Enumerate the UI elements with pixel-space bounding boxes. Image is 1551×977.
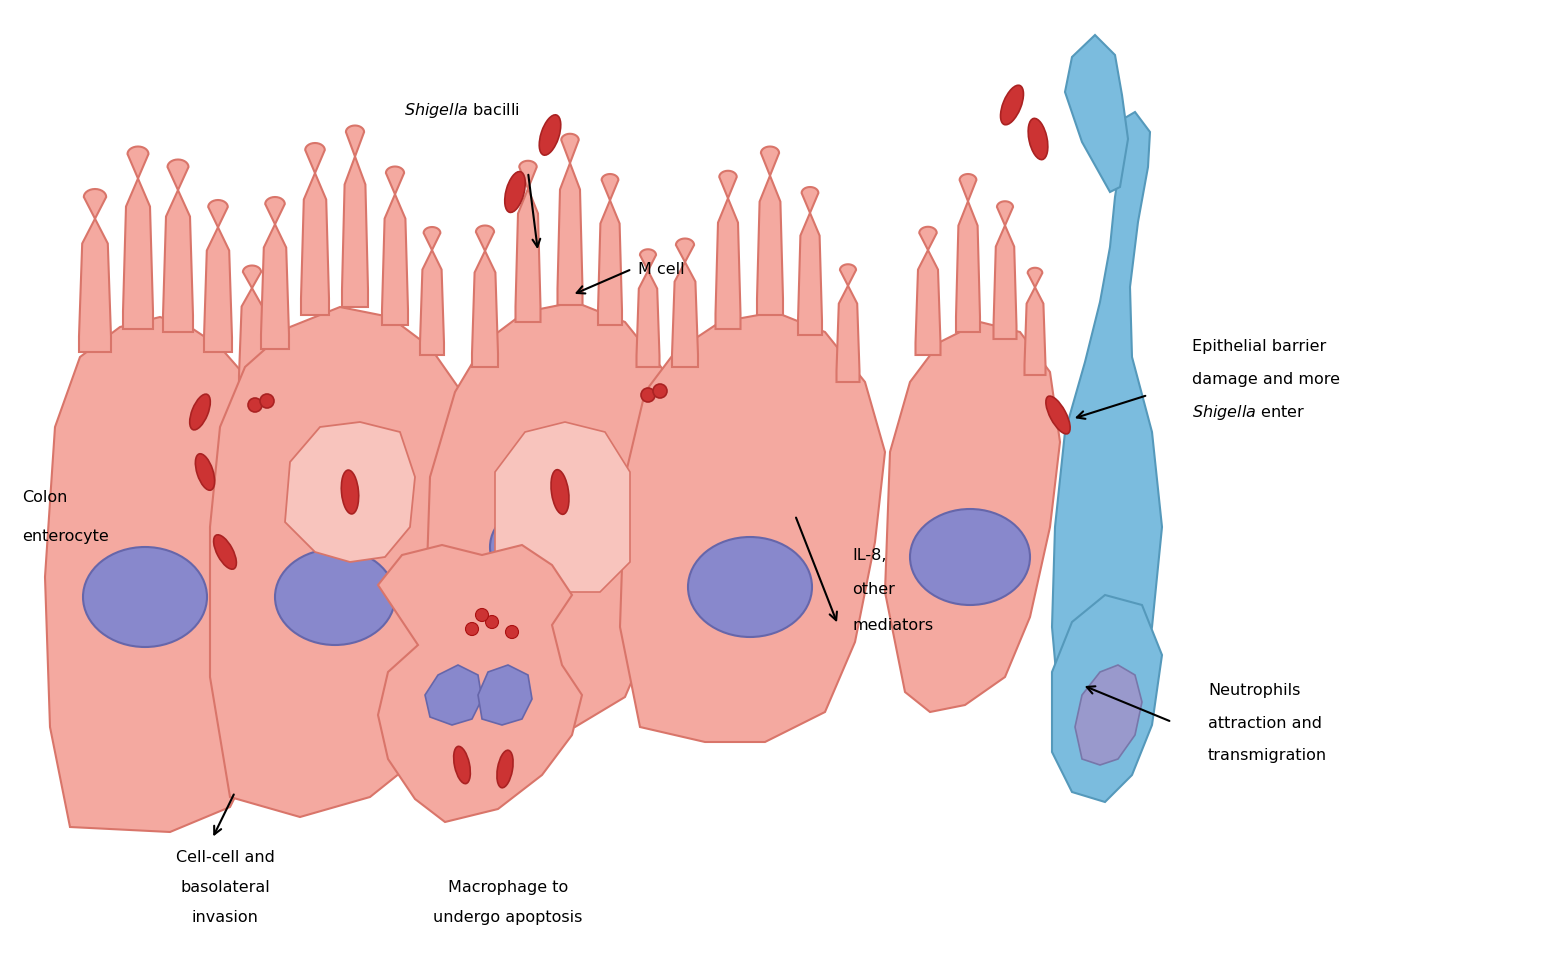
Ellipse shape — [551, 470, 569, 515]
Ellipse shape — [189, 395, 211, 431]
Text: basolateral: basolateral — [180, 879, 270, 894]
Polygon shape — [1066, 36, 1128, 192]
Polygon shape — [620, 313, 886, 743]
Text: Macrophage to: Macrophage to — [448, 879, 568, 894]
Ellipse shape — [689, 537, 813, 637]
Polygon shape — [123, 148, 154, 329]
Polygon shape — [205, 201, 233, 353]
Polygon shape — [672, 239, 698, 367]
Polygon shape — [425, 665, 482, 725]
Polygon shape — [757, 148, 783, 316]
Text: enterocyte: enterocyte — [22, 528, 109, 543]
Ellipse shape — [1045, 397, 1070, 435]
Polygon shape — [45, 318, 281, 832]
Polygon shape — [343, 126, 368, 308]
Text: IL-8,: IL-8, — [851, 548, 887, 563]
Ellipse shape — [195, 454, 214, 490]
Text: Colon: Colon — [22, 490, 67, 505]
Polygon shape — [799, 188, 822, 336]
Text: $\it{Shigella}$ enter: $\it{Shigella}$ enter — [1193, 404, 1306, 422]
Polygon shape — [239, 266, 265, 388]
Polygon shape — [495, 423, 630, 592]
Polygon shape — [209, 308, 479, 817]
Polygon shape — [599, 175, 622, 325]
Polygon shape — [478, 665, 532, 725]
Ellipse shape — [653, 385, 667, 399]
Text: other: other — [851, 582, 895, 597]
Polygon shape — [557, 135, 583, 306]
Polygon shape — [515, 161, 540, 322]
Ellipse shape — [910, 509, 1030, 606]
Polygon shape — [378, 545, 582, 823]
Polygon shape — [1052, 595, 1162, 802]
Polygon shape — [994, 202, 1016, 340]
Polygon shape — [915, 228, 940, 356]
Text: $\it{Shigella}$ bacilli: $\it{Shigella}$ bacilli — [405, 101, 520, 119]
Ellipse shape — [341, 471, 358, 515]
Ellipse shape — [275, 549, 396, 646]
Text: M cell: M cell — [637, 262, 684, 277]
Text: transmigration: transmigration — [1208, 747, 1328, 763]
Ellipse shape — [261, 395, 275, 408]
Polygon shape — [1075, 665, 1142, 765]
Polygon shape — [955, 175, 980, 332]
Polygon shape — [425, 303, 686, 738]
Ellipse shape — [84, 547, 206, 648]
Polygon shape — [285, 423, 416, 563]
Ellipse shape — [540, 115, 561, 156]
Ellipse shape — [248, 399, 262, 412]
Polygon shape — [301, 144, 329, 316]
Polygon shape — [163, 160, 192, 332]
Polygon shape — [715, 172, 740, 329]
Polygon shape — [886, 322, 1059, 712]
Ellipse shape — [504, 172, 526, 213]
Ellipse shape — [1000, 86, 1024, 126]
Ellipse shape — [485, 616, 498, 629]
Text: attraction and: attraction and — [1208, 715, 1321, 730]
Ellipse shape — [465, 623, 479, 636]
Polygon shape — [261, 197, 288, 350]
Text: Cell-cell and: Cell-cell and — [175, 849, 275, 864]
Ellipse shape — [641, 389, 655, 403]
Ellipse shape — [1028, 119, 1048, 160]
Ellipse shape — [476, 609, 489, 622]
Text: mediators: mediators — [851, 617, 934, 633]
Ellipse shape — [496, 750, 513, 787]
Polygon shape — [79, 190, 112, 353]
Ellipse shape — [214, 535, 236, 570]
Polygon shape — [836, 265, 859, 383]
Text: undergo apoptosis: undergo apoptosis — [433, 909, 583, 924]
Polygon shape — [1052, 113, 1162, 792]
Polygon shape — [1025, 269, 1045, 375]
Ellipse shape — [490, 501, 610, 593]
Polygon shape — [472, 227, 498, 367]
Text: Neutrophils: Neutrophils — [1208, 682, 1300, 697]
Ellipse shape — [454, 746, 470, 784]
Polygon shape — [636, 250, 659, 367]
Text: damage and more: damage and more — [1193, 372, 1340, 387]
Polygon shape — [420, 228, 444, 356]
Text: Epithelial barrier: Epithelial barrier — [1193, 338, 1326, 353]
Ellipse shape — [506, 626, 518, 639]
Polygon shape — [382, 167, 408, 325]
Text: invasion: invasion — [192, 909, 259, 924]
